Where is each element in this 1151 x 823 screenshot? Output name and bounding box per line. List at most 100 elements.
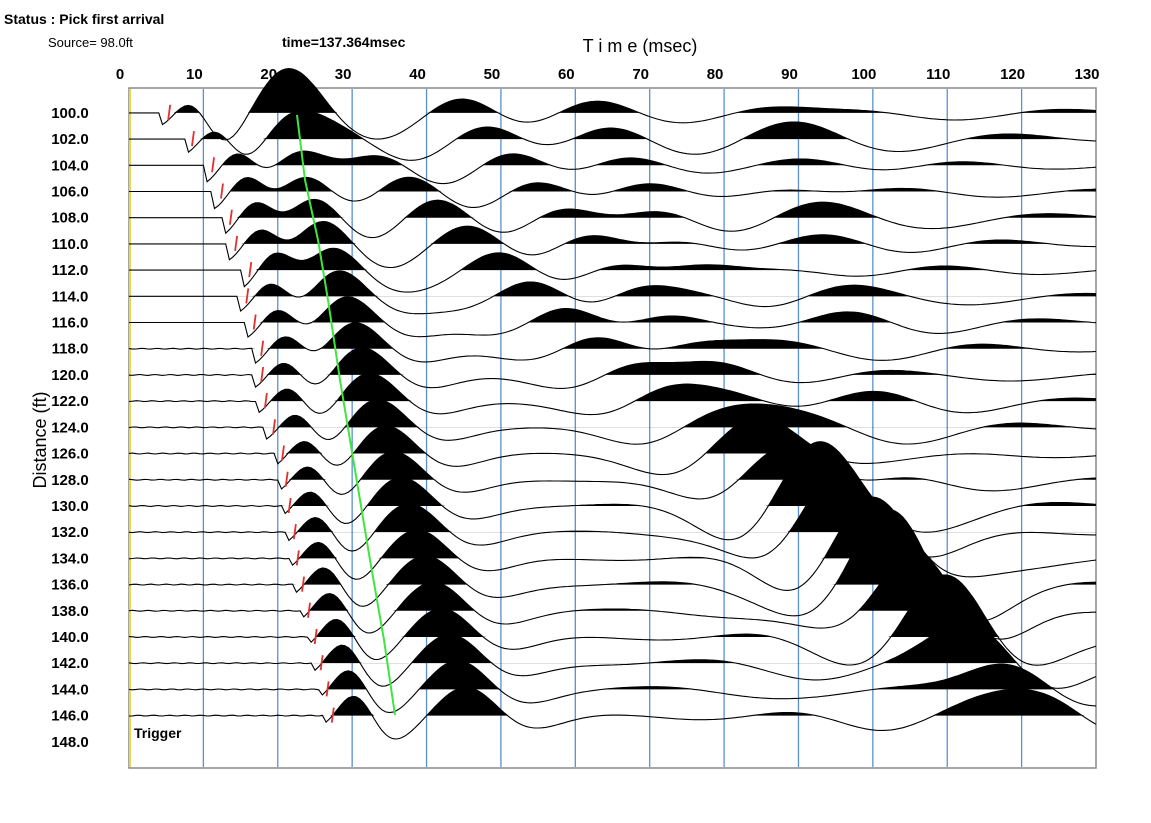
first-arrival-pick — [281, 445, 285, 461]
trace — [129, 150, 1097, 185]
trace-fill — [129, 553, 1096, 611]
y-tick-label: 128.0 — [51, 472, 89, 489]
trace — [128, 622, 1097, 689]
x-tick-label: 30 — [335, 66, 352, 83]
first-arrival-pick — [263, 393, 268, 409]
trace-fill — [129, 221, 1096, 244]
y-tick-label: 148.0 — [51, 734, 89, 751]
x-tick-label: 120 — [1000, 66, 1025, 83]
first-arrival-pick — [287, 497, 292, 514]
first-arrival-pick — [167, 104, 172, 121]
first-arrival-pick — [301, 576, 305, 592]
trace-fill — [129, 322, 1096, 349]
trace-fill — [129, 270, 1096, 297]
x-tick-label: 60 — [558, 66, 575, 83]
trace-fill — [129, 623, 1096, 664]
first-arrival-pick — [284, 471, 289, 487]
trace-fill — [129, 68, 1096, 113]
trace — [128, 496, 1097, 591]
y-axis-title: Distance (ft) — [30, 391, 50, 488]
source-text: Source= 98.0ft — [48, 35, 133, 50]
velocity-line — [296, 114, 396, 716]
trace — [128, 372, 1097, 416]
first-arrival-pick — [330, 707, 335, 723]
y-tick-label: 144.0 — [51, 681, 89, 698]
trace — [128, 416, 1097, 476]
trace-fill — [129, 110, 1096, 140]
y-tick-label: 106.0 — [51, 184, 89, 201]
y-tick-label: 126.0 — [51, 446, 89, 463]
first-arrival-pick — [272, 419, 276, 435]
y-tick-label: 142.0 — [51, 655, 89, 672]
x-tick-label: 100 — [851, 66, 876, 83]
trace — [129, 296, 1097, 338]
x-tick-label: 40 — [409, 66, 426, 83]
y-tick-label: 118.0 — [52, 341, 89, 358]
y-tick-label: 112.0 — [52, 262, 89, 279]
trace — [128, 686, 1097, 740]
first-arrival-pick — [313, 628, 318, 645]
trace-fill — [129, 248, 1096, 271]
x-tick-label: 10 — [186, 66, 203, 83]
first-arrival-pick — [229, 209, 233, 225]
first-arrival-pick — [191, 130, 195, 147]
x-tick-label: 0 — [116, 66, 124, 83]
trace-fill — [129, 509, 1096, 585]
trace — [129, 198, 1097, 239]
trace — [129, 247, 1097, 293]
trace — [129, 176, 1097, 210]
y-tick-label: 108.0 — [51, 210, 89, 227]
y-tick-label: 100.0 — [51, 105, 89, 122]
y-tick-label: 114.0 — [52, 288, 89, 305]
trace-fill — [129, 660, 1096, 690]
first-arrival-pick — [245, 288, 250, 304]
trace — [128, 660, 1097, 714]
trace-fill — [129, 441, 1096, 506]
trace — [128, 552, 1096, 640]
first-arrival-pick — [220, 183, 224, 199]
trace-fill — [129, 151, 1096, 166]
trace-fill — [129, 417, 1096, 454]
first-arrival-pick — [260, 340, 265, 356]
time-readout: time=137.364msec — [282, 34, 406, 50]
trace-fill — [129, 687, 1096, 716]
x-tick-label: 90 — [781, 66, 798, 83]
y-tick-label: 140.0 — [51, 629, 89, 646]
trace — [128, 399, 1097, 445]
first-arrival-pick — [260, 366, 265, 383]
trace-fill — [129, 373, 1096, 402]
trace — [129, 68, 1097, 141]
trace-fill — [129, 296, 1096, 323]
x-tick-label: 50 — [484, 66, 501, 83]
first-arrival-pick — [325, 681, 330, 697]
trace — [129, 110, 1097, 161]
first-arrival-pick — [211, 157, 215, 173]
first-arrival-pick — [292, 524, 297, 540]
y-tick-label: 116.0 — [52, 315, 89, 332]
y-tick-label: 146.0 — [51, 708, 89, 725]
y-tick-label: 120.0 — [51, 367, 89, 384]
y-tick-label: 124.0 — [51, 419, 89, 436]
status-text: Status : Pick first arrival — [4, 11, 164, 27]
trace-fill — [129, 199, 1096, 218]
y-tick-label: 104.0 — [51, 157, 89, 174]
y-tick-label: 102.0 — [51, 131, 89, 148]
trace — [128, 445, 1097, 500]
y-tick-label: 122.0 — [51, 393, 89, 410]
y-tick-label: 138.0 — [51, 603, 89, 620]
y-tick-label: 132.0 — [51, 524, 89, 541]
x-tick-label: 20 — [260, 66, 277, 83]
first-arrival-pick — [234, 235, 239, 252]
y-tick-label: 134.0 — [51, 550, 89, 567]
trace — [128, 574, 1097, 666]
trigger-label: Trigger — [134, 725, 182, 741]
y-tick-label: 110.0 — [52, 236, 89, 253]
y-tick-label: 130.0 — [51, 498, 89, 515]
first-arrival-pick — [295, 550, 300, 566]
trace-fill — [129, 347, 1096, 375]
trace — [128, 322, 1097, 364]
trace-fill — [129, 177, 1096, 192]
trace — [129, 270, 1096, 315]
